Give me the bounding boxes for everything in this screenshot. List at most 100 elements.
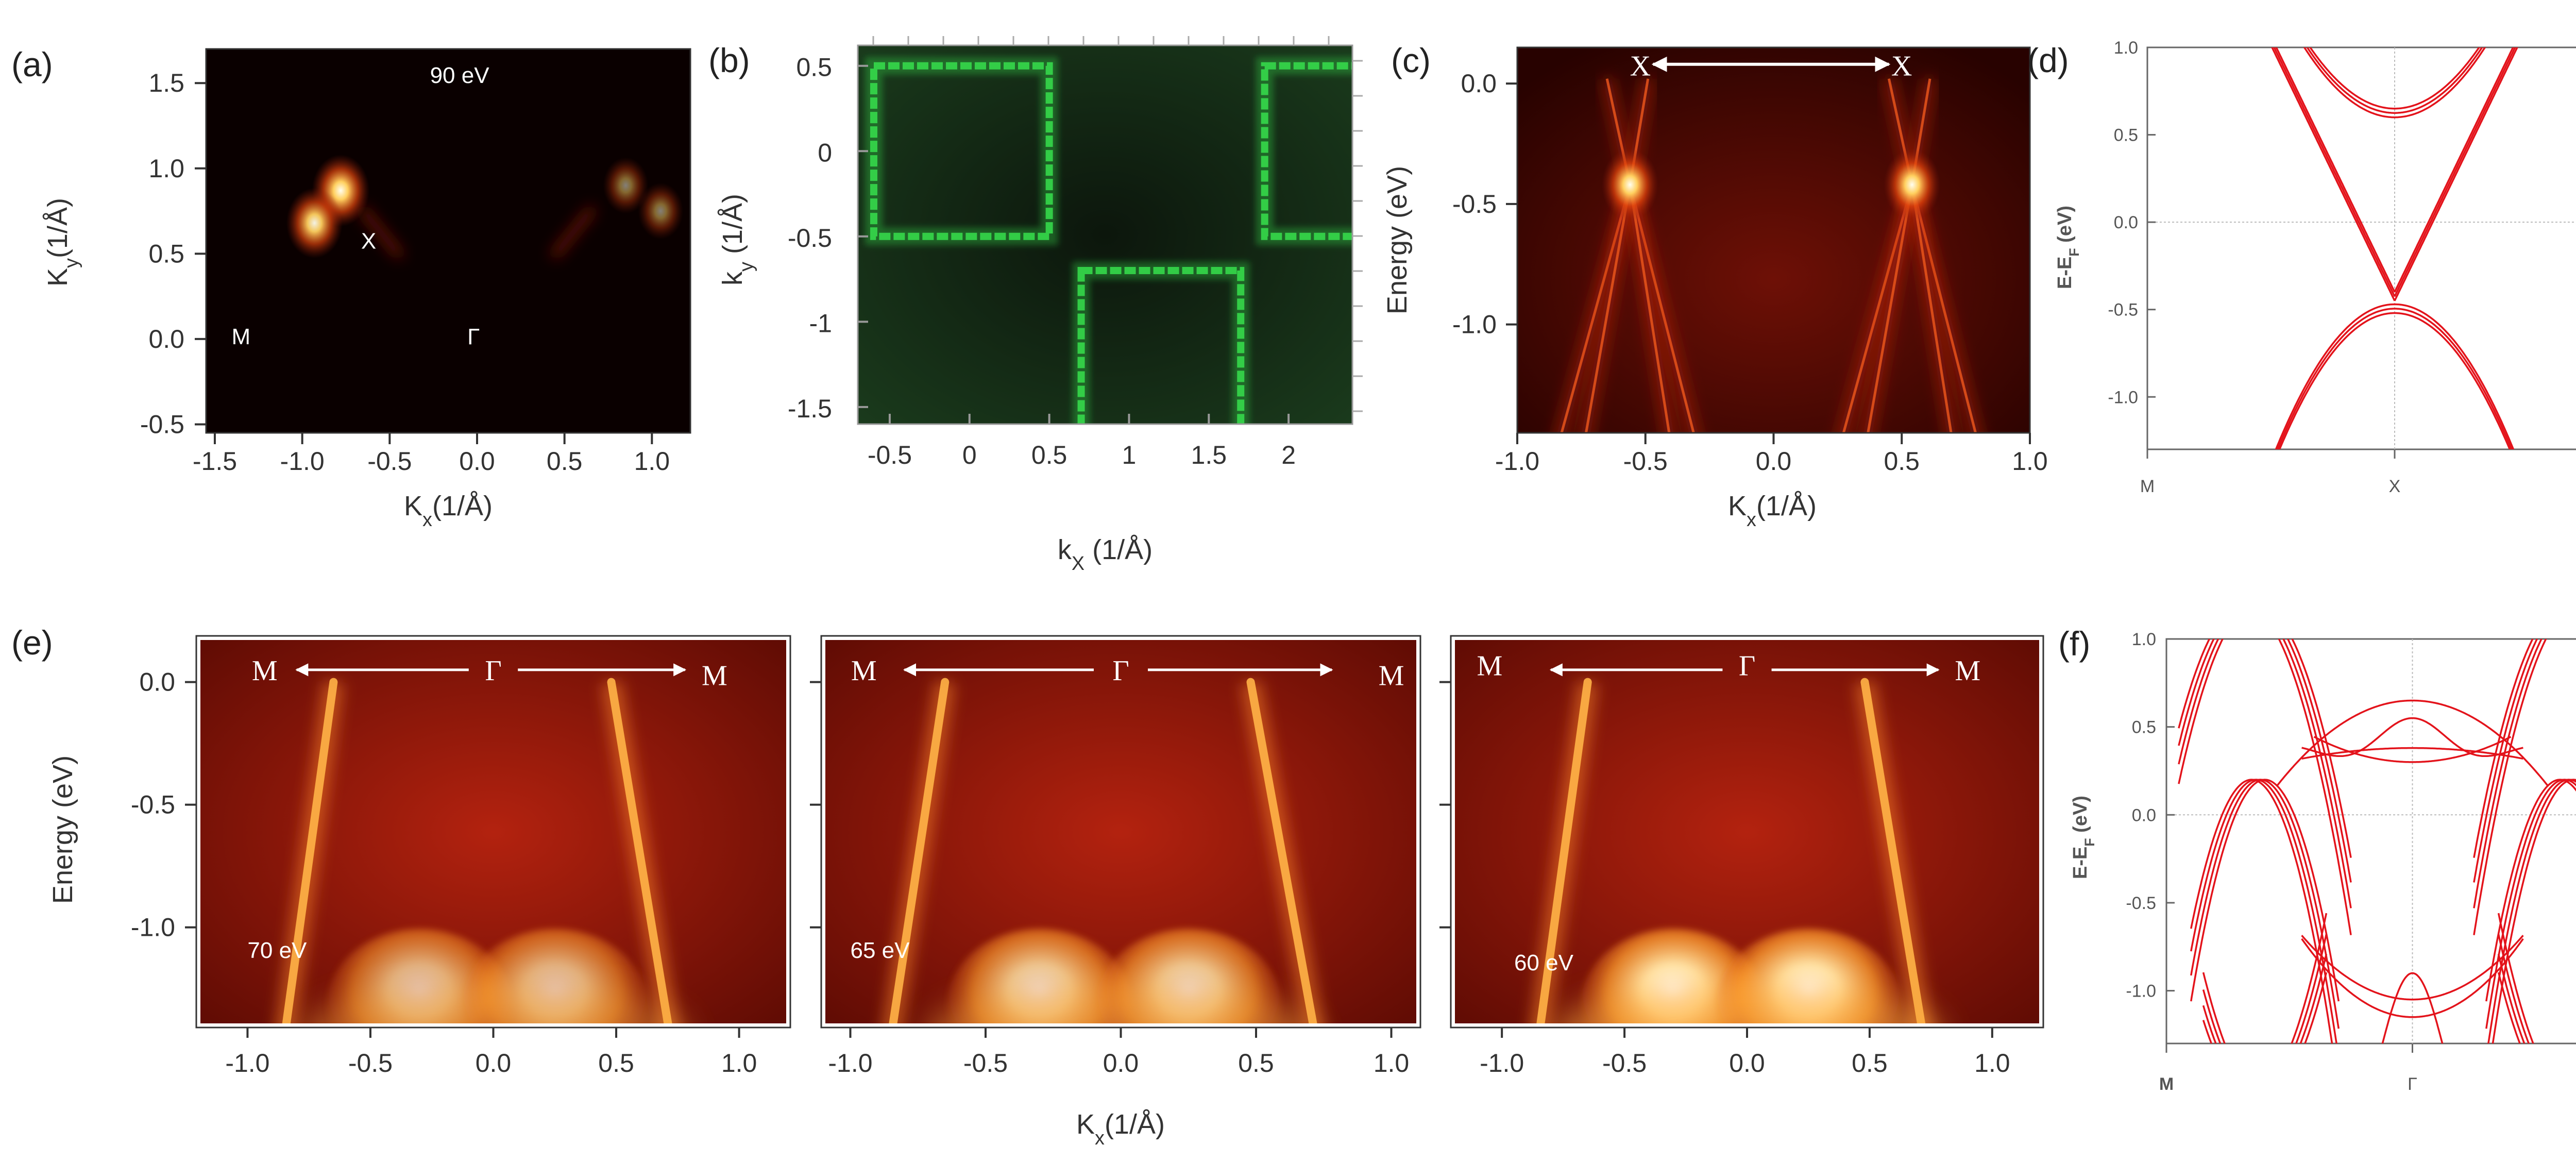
panel-e-axes: -1.0 -0.5 0.0 0.5 1.0 0.0 -0.5 -1.0 -1.0 -0.5 0.0 0…	[47, 668, 2010, 1149]
band-line	[2487, 779, 2576, 1043]
panel-e2-intensity-map	[882, 678, 1324, 1025]
band-branch	[1584, 184, 1632, 433]
band-line	[2277, 308, 2513, 449]
panel-a-frame	[205, 48, 691, 434]
panel-e: (e) -1.0 -0.5 0.0 0.5 1.0 0.0 -0.5 -1.0 -1.0 -0.5…	[11, 624, 2044, 1149]
band-line	[2473, 639, 2547, 935]
panel-e2-xtick-label: 0.5	[1238, 1049, 1274, 1077]
band-line	[2202, 934, 2328, 1043]
panel-c-ytick-label: -0.5	[1452, 190, 1497, 218]
panel-e2-annotation: 65 eV	[851, 938, 910, 963]
panel-a-xtick-label: 0.5	[547, 447, 583, 476]
band-line	[2473, 639, 2534, 858]
panel-c-ytick-label: 0.0	[1461, 69, 1497, 98]
panel-b-intensity-map	[865, 57, 1352, 424]
panel-e1-xtick-label: 0.5	[598, 1049, 634, 1077]
band-line	[2271, 47, 2396, 301]
fermi-surface-hot-spot	[638, 182, 684, 240]
panel-label-a: (a)	[11, 45, 53, 83]
panel-b-ytick-label: -0.5	[788, 224, 832, 252]
panel-b-ytick-label: -1	[809, 309, 832, 338]
band-line	[2276, 699, 2549, 786]
band-line	[2394, 47, 2518, 301]
band-line	[2178, 639, 2352, 883]
panel-b-ytick-label: 0	[818, 138, 832, 167]
panel-label-c: (c)	[1391, 41, 1431, 79]
panel-e1-annotation: Γ	[485, 655, 501, 687]
panel-f-bands	[2166, 639, 2576, 1043]
band-line	[2190, 779, 2340, 1029]
panel-e-ytick-label: -0.5	[131, 790, 175, 819]
panel-b-xlabel: kX (1/Å)	[1058, 534, 1153, 575]
panel-a-xtick-label: 1.0	[634, 447, 670, 476]
panel-e3-xtick-label: -0.5	[1602, 1049, 1647, 1077]
panel-e3-frame	[1451, 636, 2043, 1028]
fermi-surface-hot-spot	[286, 188, 343, 259]
band-line	[2202, 953, 2328, 1043]
panel-e-xlabel: Kx(1/Å)	[1076, 1109, 1165, 1149]
band-line	[2273, 47, 2396, 297]
panel-d: (d) 1.00.50.0-0.5-1.0MXME-EF (eV)	[2027, 38, 2576, 496]
panel-a-axes: -1.5 -1.0 -0.5 0.0 0.5 1.0 -0.5 0.0 0.5 1.0 1.5 Kx(…	[42, 69, 670, 531]
panel-a-plot-background	[206, 49, 690, 433]
panel-a-ytick-label: 1.0	[148, 154, 184, 183]
panel-b-xtick-label: 0	[962, 441, 977, 469]
band-branch	[1910, 184, 1953, 433]
band	[282, 678, 338, 1025]
panel-e2-frame	[821, 636, 1420, 1028]
band-line	[2190, 779, 2337, 1043]
panel-e3-intensity-map	[1530, 678, 1938, 1025]
band-line	[2497, 953, 2526, 1043]
band-line	[2485, 779, 2576, 1029]
panel-c-bands	[1555, 77, 1981, 433]
panel-c-xtick-label: -0.5	[1623, 447, 1668, 476]
band	[1536, 678, 1592, 1025]
panel-a-fermi-surface	[206, 49, 690, 433]
panel-a-xlabel: Kx(1/Å)	[404, 491, 493, 531]
panel-b-ylabel: ky (1/Å)	[717, 194, 757, 285]
band-branch	[1629, 184, 1671, 433]
band-line	[2178, 639, 2352, 858]
panel-e-ytick-label: -1.0	[131, 913, 175, 942]
panel-d-bands	[2147, 47, 2576, 449]
panel-b-xtick-label: -0.5	[868, 441, 912, 469]
panel-b-ytick-label: -1.5	[788, 394, 832, 423]
panel-label-f: (f)	[2058, 625, 2090, 663]
band-line	[2473, 639, 2538, 883]
panel-e3-annotation: M	[1955, 655, 1980, 687]
band	[1860, 678, 1926, 1025]
panel-c-xtick-label: 1.0	[2012, 447, 2048, 476]
panel-e1-xtick-label: 1.0	[721, 1049, 757, 1077]
panel-f-ytick-label: 1.0	[2132, 630, 2156, 649]
panel-e3-xtick-label: 0.5	[1852, 1049, 1888, 1077]
panel-f-xtick-label: M	[2159, 1074, 2174, 1094]
fermi-pocket	[1077, 267, 1245, 424]
band-line	[2301, 717, 2523, 757]
band-line	[2202, 972, 2328, 1043]
valence-glow	[1556, 981, 1938, 1025]
band-line	[2313, 736, 2512, 763]
fermi-pocket	[1261, 62, 1352, 240]
panel-label-d: (d)	[2027, 41, 2069, 79]
panel-c-intensity-map	[1555, 77, 1981, 433]
band-line	[2497, 934, 2530, 1043]
panel-c-ytick-label: -1.0	[1452, 310, 1497, 339]
panel-b-ytick-label: 0.5	[796, 53, 832, 82]
panel-b-xtick-label: 1	[1122, 441, 1137, 469]
band-line	[2301, 935, 2524, 1001]
panel-e1-xtick-label: 0.0	[476, 1049, 512, 1077]
panel-e3-xtick-label: 0.0	[1729, 1049, 1765, 1077]
panel-c-annotation: X	[1630, 50, 1651, 82]
panel-e1-annotation: 70 eV	[247, 938, 307, 963]
band	[888, 678, 950, 1025]
panel-e1-annotation: M	[252, 655, 278, 687]
dirac-point-glow	[1601, 148, 1658, 221]
panel-e3-xtick-label: -1.0	[1480, 1049, 1524, 1077]
band	[607, 678, 673, 1025]
panel-b-frame	[857, 44, 1353, 425]
panel-e3-xtick-label: 1.0	[1974, 1049, 2010, 1077]
band-line	[2303, 47, 2486, 119]
panel-e2-xtick-label: -0.5	[963, 1049, 1008, 1077]
